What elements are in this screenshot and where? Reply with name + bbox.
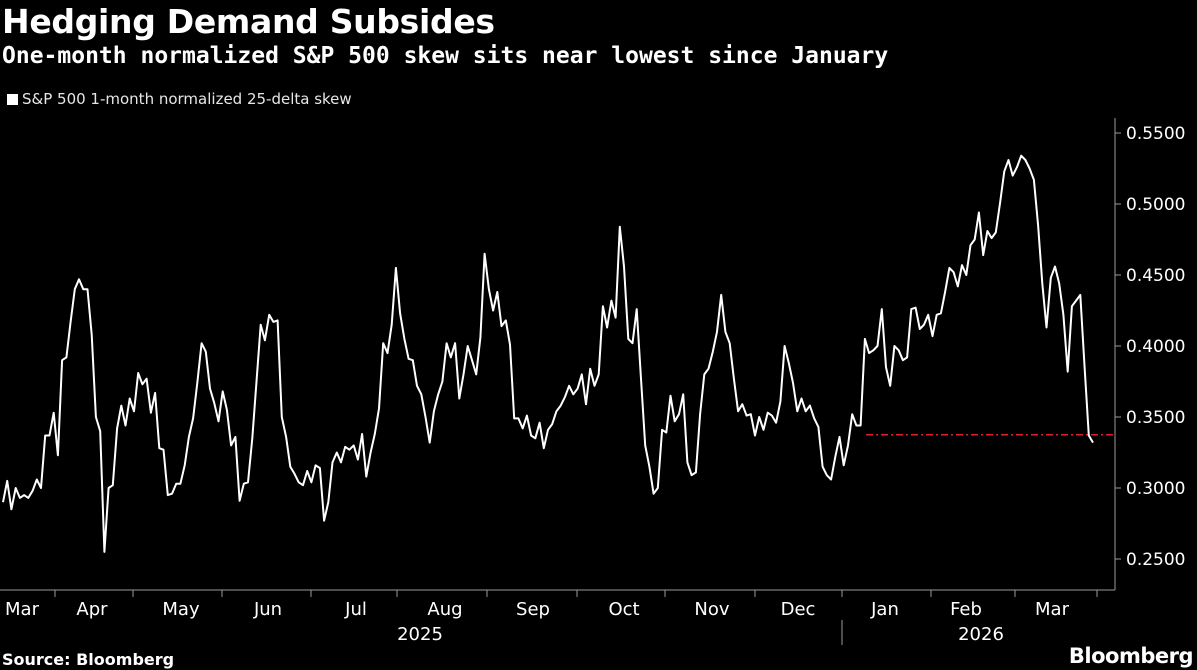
x-tick-label: Oct [608,599,639,620]
x-tick-label: Jan [870,599,899,620]
x-tick-label: Mar [1035,599,1070,620]
y-tick-label: 0.3500 [1126,408,1185,428]
x-tick-label: Jul [344,599,367,620]
y-tick-label: 0.4500 [1126,266,1185,286]
chart-subtitle: One-month normalized S&P 500 skew sits n… [2,43,889,69]
x-tick-label: Feb [950,599,982,620]
legend-swatch [7,94,18,105]
x-year-label: 2026 [958,624,1004,645]
x-tick-label: Sep [516,599,550,620]
x-year-label: 2025 [397,624,443,645]
skew-series-line [2,154,1094,553]
y-tick-label: 0.5500 [1126,124,1185,144]
bloomberg-logo: Bloomberg [1068,644,1194,668]
x-tick-label: Nov [694,599,729,620]
x-tick-label: Aug [427,599,462,620]
y-tick-label: 0.3000 [1126,479,1185,499]
y-tick-label: 0.2500 [1126,550,1185,570]
chart-title: Hedging Demand Subsides [2,2,495,41]
y-tick-label: 0.5000 [1126,195,1185,215]
x-tick-label: Dec [781,599,816,620]
x-tick-label: Mar [5,599,40,620]
x-tick-label: Jun [253,599,282,620]
legend-label: S&P 500 1-month normalized 25-delta skew [22,90,352,108]
legend: S&P 500 1-month normalized 25-delta skew [7,90,352,108]
y-tick-label: 0.4000 [1126,337,1185,357]
x-tick-label: May [162,599,200,620]
x-tick-label: Apr [76,599,108,620]
source-note: Source: Bloomberg [2,650,175,669]
